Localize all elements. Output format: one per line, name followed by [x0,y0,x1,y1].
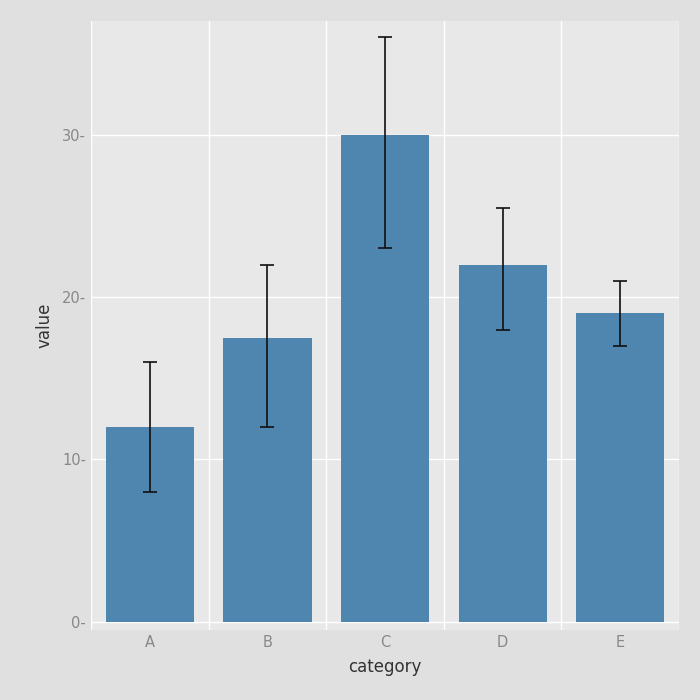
X-axis label: category: category [349,658,421,676]
Bar [458,265,547,622]
Bar [576,314,664,622]
Bar [341,134,429,622]
Y-axis label: value: value [36,303,54,348]
Bar [223,337,312,622]
Bar [106,427,194,622]
